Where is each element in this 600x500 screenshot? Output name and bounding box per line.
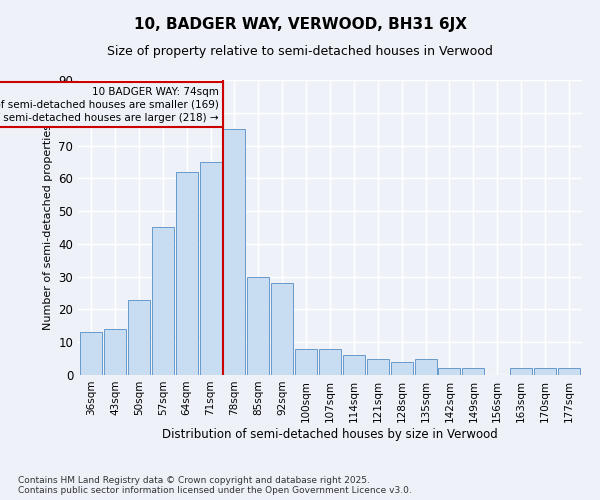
Bar [534,368,556,375]
Bar [439,368,460,375]
Bar [391,362,413,375]
Bar [247,276,269,375]
Text: 10, BADGER WAY, VERWOOD, BH31 6JX: 10, BADGER WAY, VERWOOD, BH31 6JX [133,18,467,32]
Bar [200,162,221,375]
Bar [152,228,174,375]
Bar [223,129,245,375]
Y-axis label: Number of semi-detached properties: Number of semi-detached properties [43,124,53,330]
X-axis label: Distribution of semi-detached houses by size in Verwood: Distribution of semi-detached houses by … [162,428,498,440]
Bar [319,349,341,375]
Text: Size of property relative to semi-detached houses in Verwood: Size of property relative to semi-detach… [107,45,493,58]
Text: Contains HM Land Registry data © Crown copyright and database right 2025.
Contai: Contains HM Land Registry data © Crown c… [18,476,412,495]
Bar [463,368,484,375]
Bar [415,358,437,375]
Bar [367,358,389,375]
Bar [80,332,102,375]
Bar [128,300,150,375]
Bar [510,368,532,375]
Bar [104,329,126,375]
Bar [271,283,293,375]
Text: 10 BADGER WAY: 74sqm
← 43% of semi-detached houses are smaller (169)
  55% of se: 10 BADGER WAY: 74sqm ← 43% of semi-detac… [0,86,219,123]
Bar [176,172,197,375]
Bar [343,356,365,375]
Bar [295,349,317,375]
Bar [558,368,580,375]
